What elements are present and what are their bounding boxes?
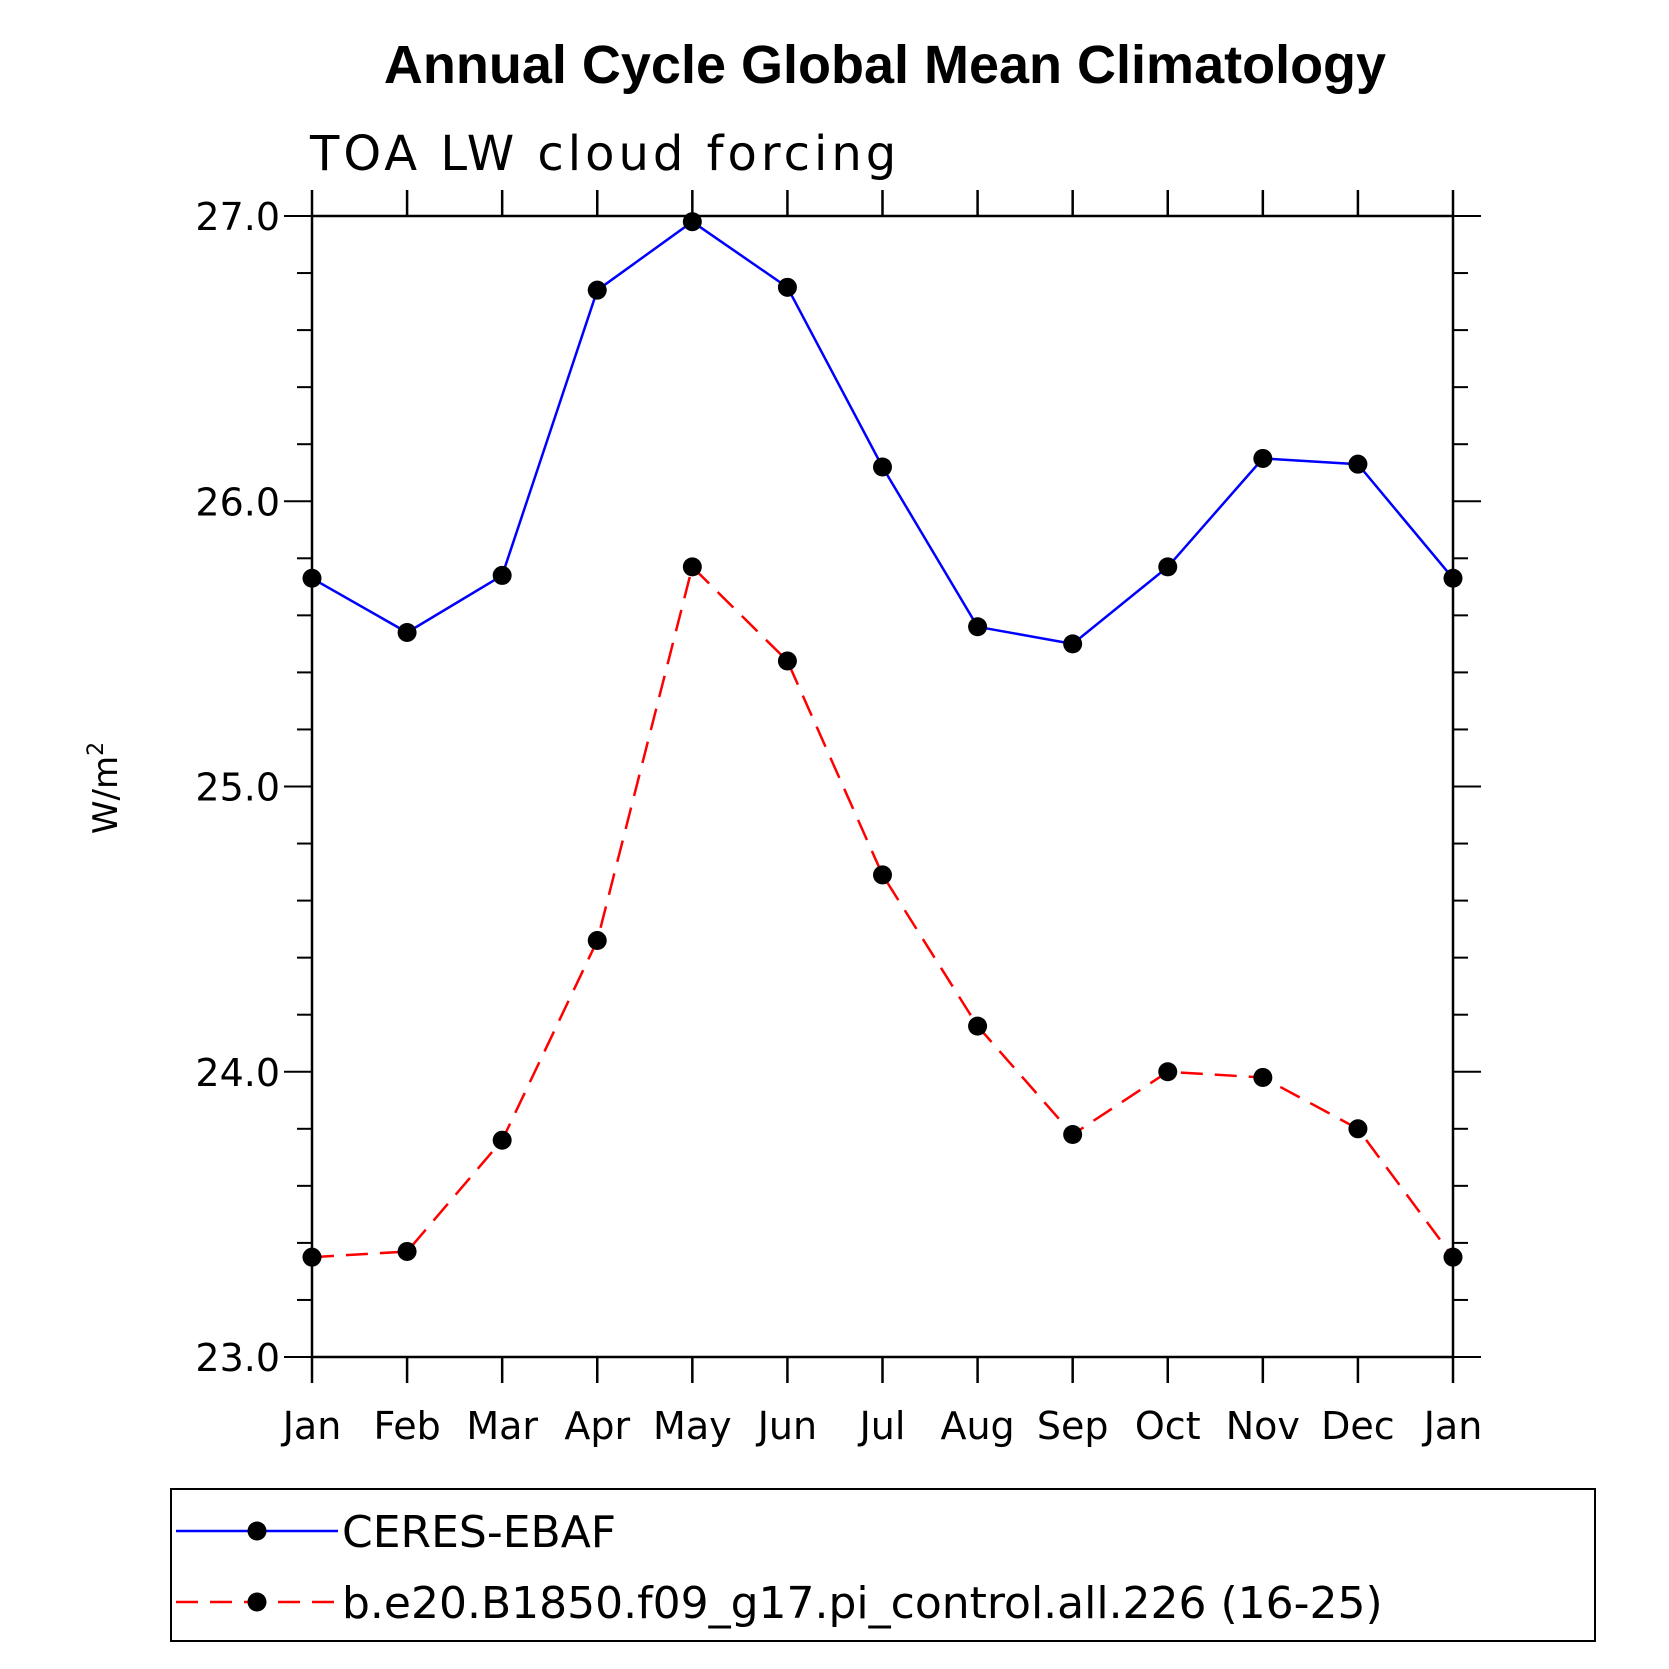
- series-0: [302, 212, 1463, 654]
- legend-marker: [247, 1592, 267, 1612]
- data-point: [397, 622, 417, 642]
- plot-area: [310, 214, 1455, 1359]
- legend: CERES-EBAF b.e20.B1850.f09_g17.pi_control…: [170, 1488, 1596, 1642]
- x-tick-label: Mar: [466, 1404, 538, 1448]
- legend-marker: [247, 1521, 267, 1541]
- data-point: [682, 212, 702, 232]
- x-tick-label: May: [653, 1404, 732, 1448]
- x-tick-label: Feb: [373, 1404, 440, 1448]
- x-tick-label: Jan: [1422, 1404, 1483, 1448]
- data-point: [968, 1016, 988, 1036]
- y-tick-label: 27.0: [195, 195, 280, 239]
- x-tick-label: Jun: [756, 1404, 817, 1448]
- x-tick-label: Sep: [1037, 1404, 1109, 1448]
- data-point: [777, 651, 797, 671]
- data-point: [873, 457, 892, 477]
- y-tick-label: 23.0: [195, 1336, 280, 1380]
- legend-box: [170, 1488, 1596, 1642]
- x-tick-label: Apr: [564, 1404, 630, 1448]
- data-point: [873, 865, 892, 885]
- chart-subtitle: TOA LW cloud forcing: [309, 126, 900, 182]
- y-tick-label: 26.0: [195, 480, 280, 524]
- data-point: [1253, 448, 1273, 468]
- data-point: [682, 557, 702, 577]
- y-tick-label: 24.0: [195, 1051, 280, 1095]
- data-point: [587, 280, 607, 300]
- plot-frame: [310, 214, 1455, 1359]
- data-point: [492, 1130, 512, 1150]
- x-tick-label: Aug: [940, 1404, 1014, 1448]
- x-tick-label: Oct: [1135, 1404, 1201, 1448]
- data-point: [1348, 1119, 1368, 1139]
- data-point: [1348, 454, 1368, 474]
- series-layer: [302, 212, 1463, 1267]
- data-point: [1443, 568, 1463, 588]
- x-axis: Jan Feb Mar Apr May Jun Jul Aug Sep Oct Nov Dec Jan: [281, 190, 1483, 1448]
- y-tick-label: 25.0: [195, 766, 280, 810]
- data-point: [397, 1241, 417, 1261]
- data-point: [1063, 1125, 1083, 1145]
- data-point: [1253, 1067, 1273, 1087]
- y-axis: 23.0 24.0 25.0 26.0 27.0: [195, 195, 1481, 1380]
- series-line: [311, 564, 1455, 1259]
- data-point: [302, 568, 322, 588]
- x-tick-label: Nov: [1226, 1404, 1300, 1448]
- data-point: [1158, 1062, 1178, 1082]
- data-point: [1158, 557, 1178, 577]
- series-line: [311, 220, 1454, 646]
- series-1: [302, 557, 1463, 1267]
- y-axis-label: W/m2: [84, 742, 126, 834]
- data-point: [1443, 1247, 1463, 1267]
- x-tick-label: Dec: [1321, 1404, 1395, 1448]
- data-point: [492, 565, 512, 585]
- x-tick-label: Jul: [858, 1404, 906, 1448]
- data-point: [587, 931, 607, 951]
- chart-title: Annual Cycle Global Mean Climatology: [384, 35, 1386, 95]
- x-tick-label: Jan: [281, 1404, 342, 1448]
- legend-label: CERES-EBAF: [342, 1507, 616, 1558]
- legend-items: CERES-EBAF b.e20.B1850.f09_g17.pi_control…: [176, 1507, 1383, 1629]
- legend-label: b.e20.B1850.f09_g17.pi_control.all.226 (…: [342, 1578, 1383, 1629]
- data-point: [302, 1247, 322, 1267]
- data-point: [777, 277, 797, 297]
- data-point: [968, 617, 988, 637]
- data-point: [1063, 634, 1083, 654]
